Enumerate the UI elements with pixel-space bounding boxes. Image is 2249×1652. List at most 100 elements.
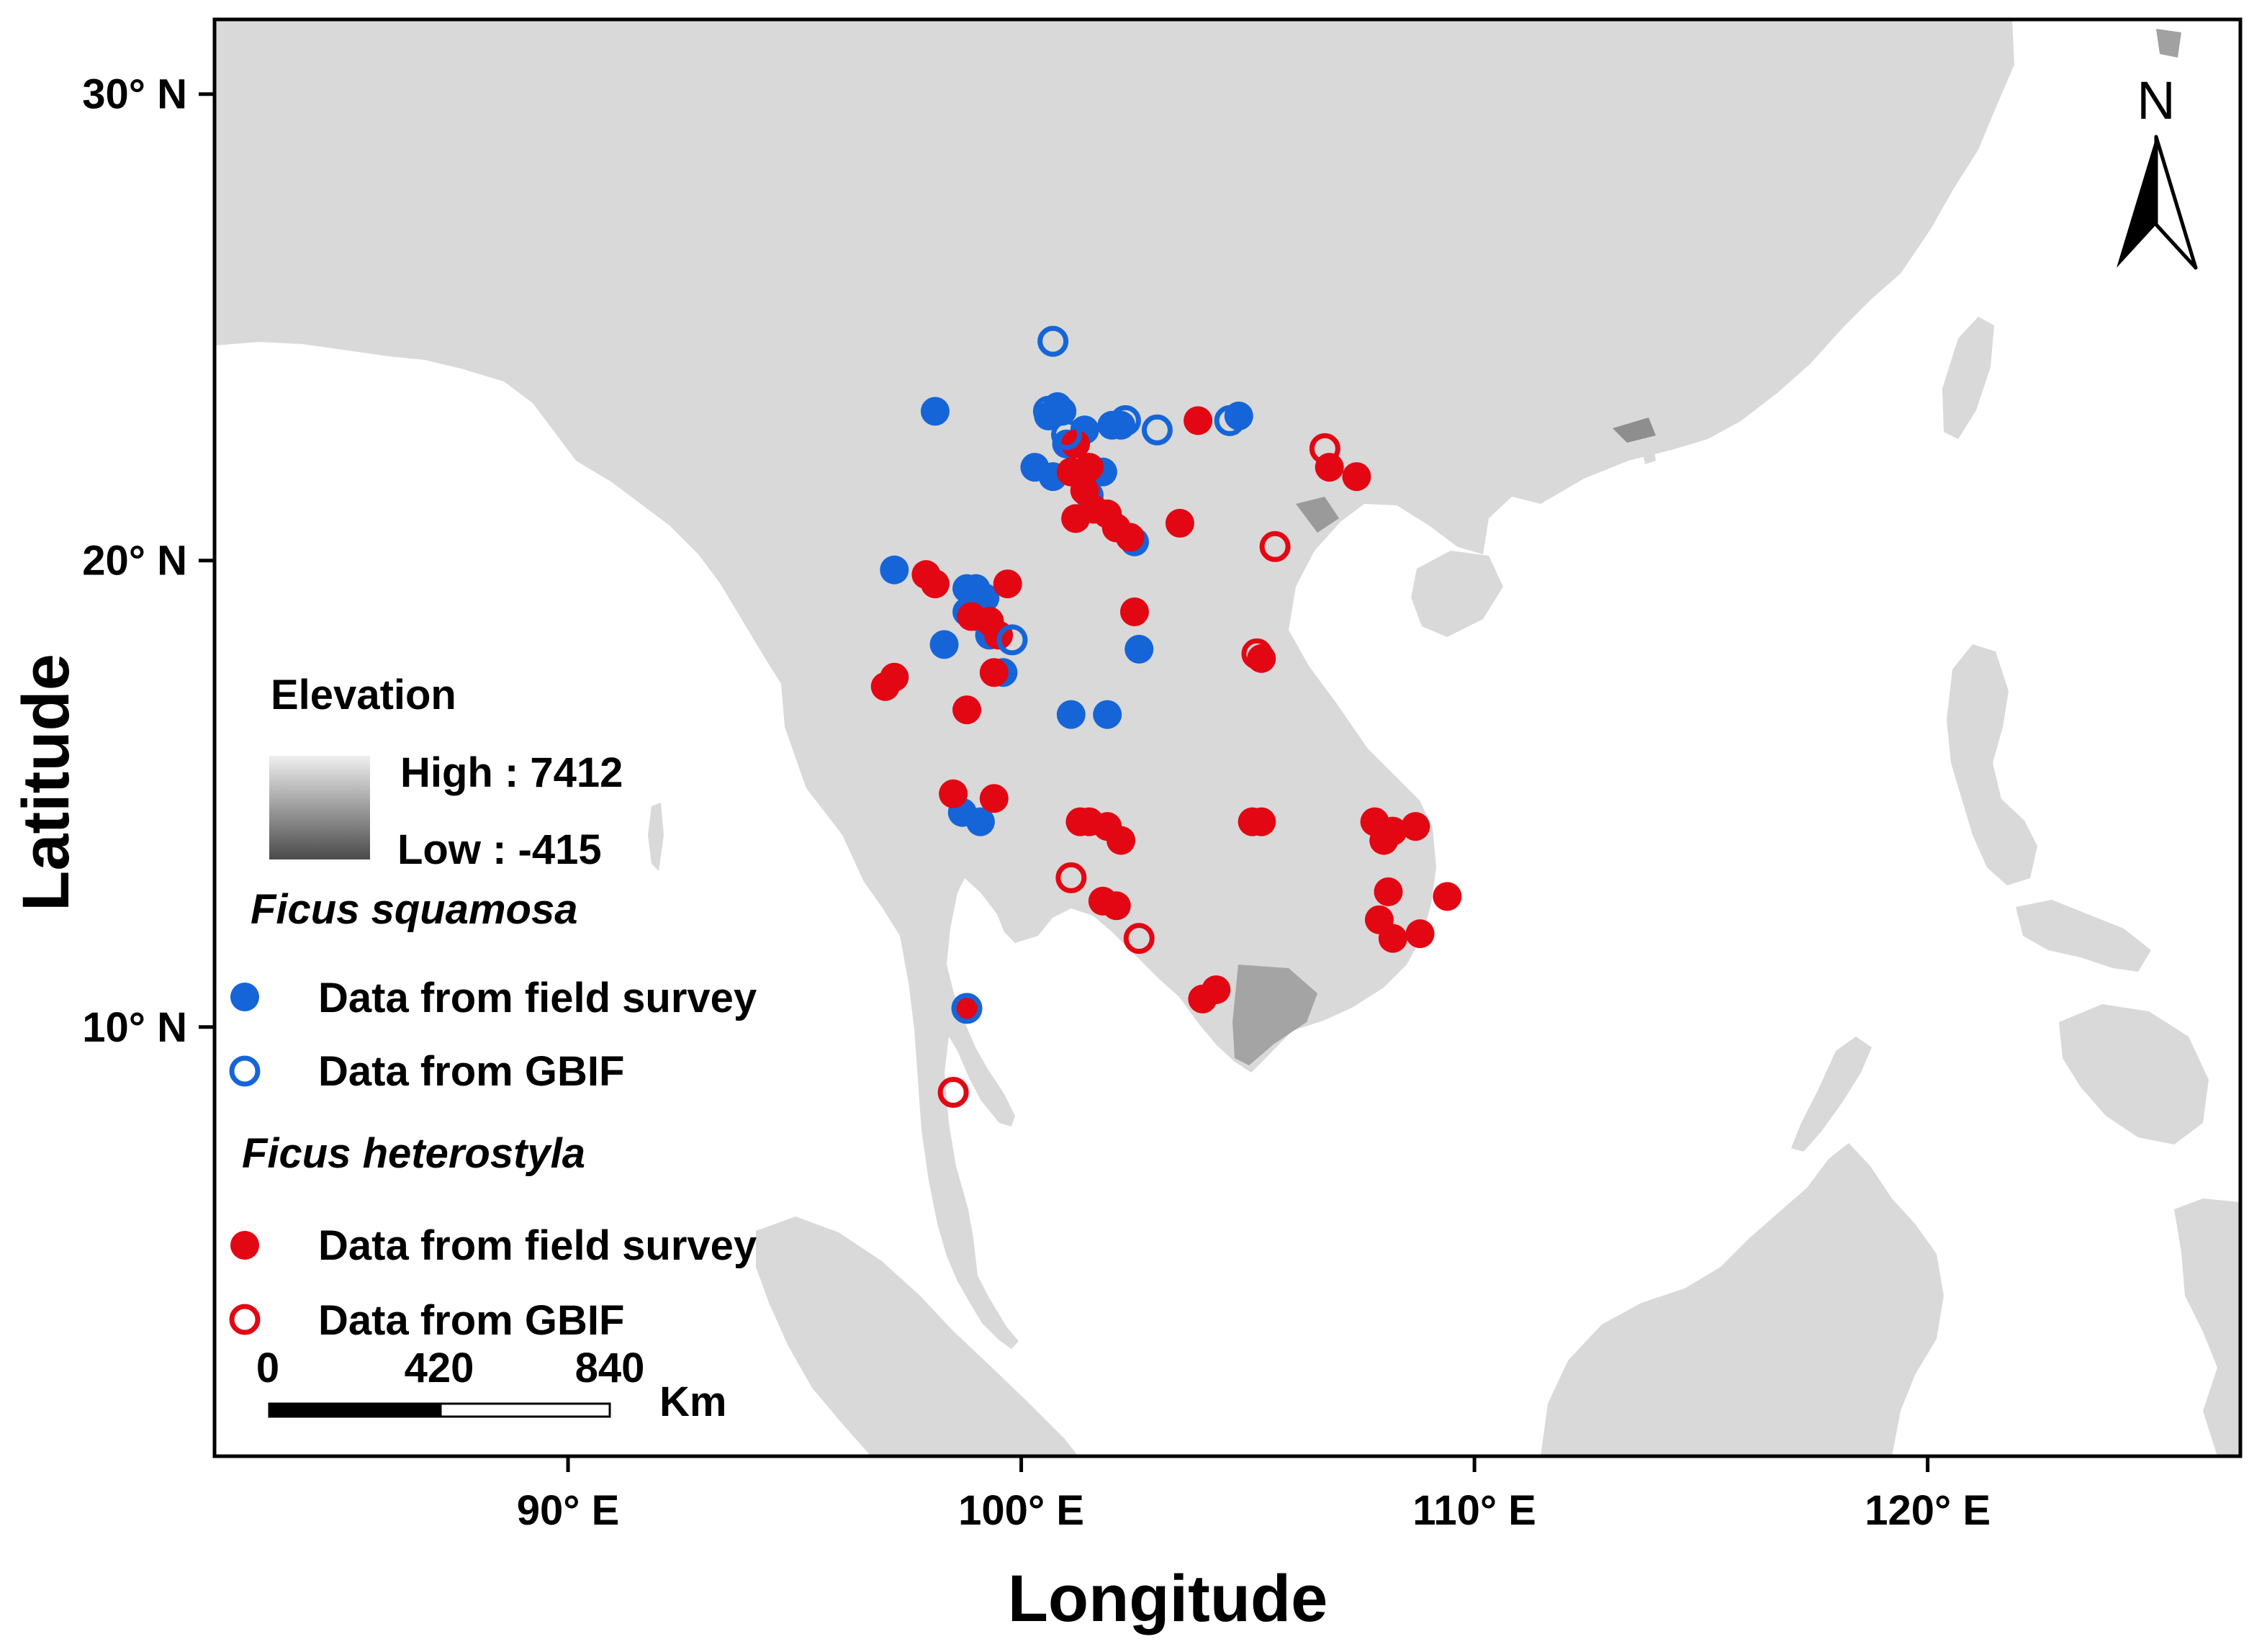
legend-squamosa-gbif-marker — [229, 1055, 261, 1087]
borneo — [1541, 1143, 1944, 1456]
heterostyla-field-point — [1115, 523, 1145, 552]
x-tick-label-3: 120° E — [1865, 1487, 1991, 1534]
squamosa-field-point — [965, 807, 995, 836]
squamosa-field-point — [920, 397, 950, 426]
heterostyla-field-point — [979, 658, 1009, 687]
heterostyla-field-point — [952, 695, 982, 725]
y-tick-label-0: 30° N — [82, 71, 187, 118]
north-arrow: N — [2117, 71, 2198, 270]
x-tick-label-0: 90° E — [517, 1487, 620, 1534]
squamosa-gbif-point — [1214, 405, 1245, 436]
elevation-dark-patches — [1232, 29, 2181, 1065]
heterostyla-field-point — [1374, 877, 1403, 906]
land-layer — [215, 19, 2240, 1456]
heterostyla-field-point — [939, 779, 968, 808]
taiwan — [1942, 317, 1994, 439]
squamosa-gbif-point — [1051, 419, 1083, 451]
heterostyla-field-point — [1369, 826, 1399, 855]
heterostyla-gbif-point — [937, 1077, 969, 1109]
legend-elevation-title: Elevation — [271, 672, 456, 718]
heterostyla-field-point — [1107, 826, 1136, 855]
heterostyla-field-point — [1101, 891, 1131, 921]
heterostyla-field-point — [1165, 508, 1194, 538]
philippines-mindanao — [2059, 1004, 2209, 1145]
legend-squamosa-field-marker — [230, 983, 259, 1011]
legend-elevation-ramp — [269, 756, 370, 859]
scale-bar-black-segment — [268, 1402, 442, 1418]
legend-squamosa-gbif-label: Data from GBIF — [318, 1048, 624, 1095]
north-arrow-label: N — [2137, 71, 2175, 130]
heterostyla-gbif-point — [1241, 638, 1273, 669]
squamosa-field-point — [880, 555, 909, 584]
squamosa-gbif-point — [996, 624, 1028, 656]
heterostyla-gbif-point — [1259, 531, 1291, 562]
heterostyla-field-point — [1378, 924, 1407, 953]
x-axis-title: Longitude — [1008, 1562, 1328, 1635]
map-frame — [212, 17, 2243, 1458]
north-arrow-left-half — [2117, 137, 2156, 268]
heterostyla-field-point — [979, 784, 1009, 813]
heterostyla-field-point — [1405, 919, 1435, 949]
y-tick-label-2: 10° N — [82, 1004, 187, 1051]
heterostyla-field-point — [1342, 462, 1371, 492]
scale-bar-tick-420: 420 — [405, 1345, 474, 1391]
heterostyla-field-point — [952, 993, 982, 1023]
philippines-luzon — [1947, 644, 2037, 885]
squamosa-gbif-point — [1032, 395, 1064, 427]
y-axis-title: Latitude — [9, 654, 83, 911]
north-arrow-right-half — [2154, 135, 2198, 270]
squamosa-field-point — [1056, 700, 1086, 729]
heterostyla-field-point — [993, 569, 1022, 599]
legend-species-heterostyla: Ficus heterostyla — [242, 1130, 585, 1177]
legend-species-squamosa: Ficus squamosa — [251, 886, 577, 933]
heterostyla-field-point — [1247, 807, 1276, 836]
heterostyla-gbif-point — [1123, 923, 1155, 954]
sulawesi — [2174, 1199, 2240, 1456]
heterostyla-field-point — [1433, 882, 1462, 911]
hainan — [1411, 551, 1503, 637]
scale-bar-tick-0: 0 — [256, 1345, 279, 1391]
palawan — [1791, 1037, 1872, 1152]
heterostyla-field-point — [880, 662, 909, 692]
squamosa-gbif-point — [1037, 325, 1069, 357]
philippines-visayas — [2016, 900, 2151, 972]
legend-heterostyla-field-label: Data from field survey — [318, 1222, 757, 1269]
heterostyla-field-point — [1184, 406, 1213, 435]
legend: Elevation High : 7412 Low : -415 Ficus s… — [229, 672, 757, 1344]
squamosa-field-point — [929, 630, 959, 659]
squamosa-gbif-point — [1109, 405, 1141, 436]
legend-heterostyla-field-marker — [230, 1231, 259, 1260]
mainland-asia — [215, 19, 2014, 1349]
heterostyla-gbif-point — [1309, 433, 1340, 464]
scale-bar-white-segment — [439, 1402, 611, 1418]
heterostyla-field-point — [1401, 812, 1430, 841]
heterostyla-field-point — [1079, 495, 1109, 524]
yangtze-shading — [2156, 29, 2181, 58]
scale-bar-tick-840: 840 — [575, 1345, 645, 1391]
squamosa-field-point — [1124, 634, 1154, 664]
hong-kong-islands — [1643, 450, 1656, 464]
squamosa-gbif-point — [1141, 414, 1173, 446]
red-river-delta-shading — [1296, 497, 1339, 533]
legend-heterostyla-gbif-label: Data from GBIF — [318, 1297, 624, 1344]
sumatra — [756, 1217, 1078, 1456]
legend-elevation-low: Low : -415 — [397, 826, 602, 873]
mekong-delta-shading — [1232, 965, 1317, 1065]
axes: 90° E 100° E 110° E 120° E 30° N 20° N 10° N — [82, 71, 1991, 1534]
heterostyla-field-point — [1202, 975, 1231, 1004]
squamosa-field-point — [1093, 700, 1122, 729]
occurrence-points — [870, 325, 1462, 1109]
scale-bar-unit: Km — [659, 1378, 726, 1425]
andaman-islands — [648, 803, 664, 871]
legend-squamosa-field-label: Data from field survey — [318, 975, 757, 1021]
scale-bar: 0 420 840 Km — [256, 1345, 727, 1425]
x-tick-label-2: 110° E — [1412, 1487, 1536, 1534]
legend-heterostyla-gbif-marker — [229, 1304, 261, 1335]
heterostyla-field-point — [920, 569, 950, 599]
y-tick-label-1: 20° N — [82, 538, 187, 584]
pearl-delta-shading — [1613, 417, 1656, 443]
heterostyla-gbif-point — [1055, 862, 1087, 893]
legend-elevation-high: High : 7412 — [400, 749, 623, 796]
squamosa-gbif-point — [951, 993, 983, 1024]
